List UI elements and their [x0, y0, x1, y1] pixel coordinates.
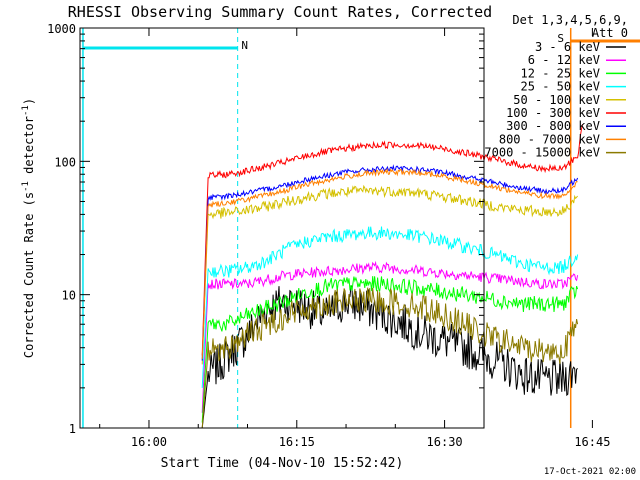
y-axis-ticks: 1 10 100 1000 [47, 22, 484, 436]
x-tick-label: 16:45 [574, 435, 610, 449]
x-tick-label: 16:30 [427, 435, 463, 449]
series-line [201, 164, 579, 361]
saa-marker-label: S [557, 32, 564, 45]
y-axis-label-sup1: -1 [21, 181, 31, 192]
legend-label: 300 - 800 keV [506, 119, 600, 133]
series-line [201, 260, 579, 413]
y-axis-label-main: Corrected Count Rate (s [22, 192, 36, 358]
series-line [201, 287, 579, 429]
series-line [201, 167, 578, 359]
plot-frame [79, 27, 485, 429]
series-line [201, 184, 578, 365]
legend-label: 6 - 12 keV [528, 53, 600, 67]
legend-label: 12 - 25 keV [521, 66, 600, 80]
y-tick-label: 100 [54, 155, 76, 169]
y-tick-label: 1 [69, 422, 76, 436]
generation-timestamp: 17-Oct-2021 02:00 [544, 467, 636, 477]
series-layer [201, 124, 583, 429]
legend-label: 50 - 100 keV [513, 93, 600, 107]
legend-label: 800 - 7000 keV [499, 132, 600, 146]
y-axis-label-mid: detector [22, 116, 36, 181]
y-axis-label-end: ) [22, 98, 36, 105]
y-axis-label: Corrected Count Rate (s-1 detector-1) [21, 98, 36, 358]
series-line [201, 124, 583, 356]
legend-label: 7000 - 15000 keV [484, 146, 600, 160]
y-tick-label: 10 [62, 289, 76, 303]
legend-label: 3 - 6 keV [535, 40, 600, 54]
x-tick-label: 16:15 [279, 435, 315, 449]
legend-label: 25 - 50 keV [521, 80, 600, 94]
y-axis-label-sup2: -1 [21, 105, 31, 116]
x-tick-label: 16:00 [131, 435, 167, 449]
chart-title: RHESSI Observing Summary Count Rates, Co… [68, 3, 492, 21]
x-axis-label: Start Time (04-Nov-10 15:52:42) [161, 456, 404, 471]
legend-label: 100 - 300 keV [506, 106, 600, 120]
night-marker-label: N [241, 39, 248, 52]
legend-header-2: Att 0 [592, 26, 628, 40]
series-line [201, 226, 579, 388]
y-tick-label: 1000 [47, 22, 76, 36]
legend-header-1: Det 1,3,4,5,6,9, [512, 13, 628, 27]
